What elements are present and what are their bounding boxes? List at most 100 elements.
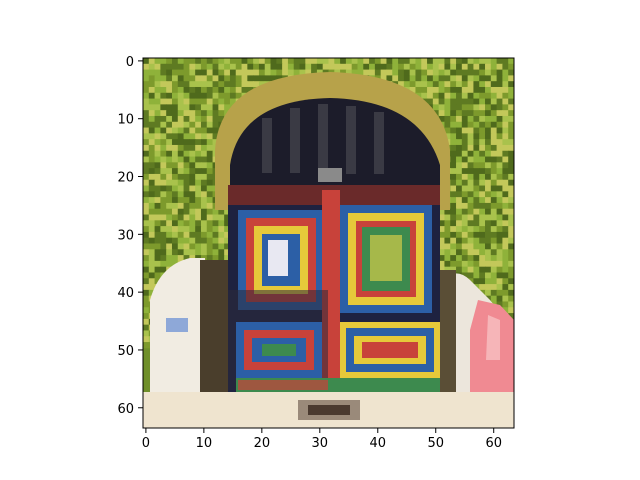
ivy-pixel (154, 98, 161, 105)
ivy-pixel (148, 243, 156, 250)
ivy-pixel (508, 81, 514, 88)
ivy-pixel (461, 197, 469, 204)
ivy-pixel (508, 173, 514, 181)
ivy-pixel (143, 255, 150, 262)
ivy-pixel (456, 266, 463, 273)
ivy-pixel (177, 249, 185, 256)
ivy-pixel (154, 127, 161, 134)
ivy-pixel (496, 191, 503, 198)
ivy-pixel (485, 75, 492, 82)
ivy-pixel (496, 301, 503, 308)
ivy-pixel (189, 202, 196, 210)
ivy-pixel (490, 260, 498, 268)
ivy-pixel (508, 226, 514, 233)
ivy-pixel (218, 208, 225, 216)
ivy-pixel (456, 249, 463, 256)
ivy-pixel (171, 208, 179, 216)
ivy-pixel (160, 63, 167, 71)
ivy-pixel (450, 243, 457, 250)
ivy-pixel (195, 75, 202, 82)
ivy-pixel (485, 266, 492, 273)
ivy-pixel (189, 162, 196, 169)
ivy-pixel (200, 208, 208, 216)
ivy-pixel (357, 69, 364, 76)
ivy-pixel (369, 69, 376, 76)
ivy-pixel (479, 150, 486, 158)
ivy-pixel (218, 237, 225, 244)
ivy-pixel (432, 98, 440, 105)
ivy-pixel (189, 144, 196, 152)
ivy-pixel (502, 115, 509, 123)
ivy-pixel (148, 289, 156, 297)
ivy-pixel (502, 202, 509, 210)
ivy-pixel (160, 173, 167, 181)
ivy-pixel (177, 127, 185, 134)
ivy-pixel (456, 133, 463, 140)
ivy-pixel (166, 255, 173, 262)
ivy-pixel (490, 243, 498, 250)
ivy-pixel (502, 92, 509, 100)
ivy-pixel (485, 231, 492, 239)
ivy-pixel (305, 69, 312, 76)
ivy-pixel (282, 69, 289, 76)
ivy-pixel (212, 110, 219, 117)
ivy-pixel (148, 86, 156, 94)
ivy-pixel (502, 301, 509, 308)
ivy-pixel (171, 58, 179, 65)
ivy-pixel (485, 115, 492, 123)
ivy-pixel (508, 144, 514, 152)
ivy-pixel (456, 168, 463, 175)
ivy-pixel (212, 249, 219, 256)
ivy-pixel (206, 249, 214, 256)
right-upper-panel (340, 205, 432, 313)
ivy-pixel (467, 86, 474, 94)
ivy-pixel (502, 63, 509, 71)
ivy-pixel (438, 98, 445, 105)
ivy-pixel (218, 226, 225, 233)
ivy-pixel (195, 162, 202, 169)
ivy-pixel (183, 98, 190, 105)
ivy-pixel (490, 284, 498, 291)
ivy-pixel (438, 220, 445, 227)
ivy-pixel (224, 69, 231, 76)
ivy-pixel (456, 75, 463, 82)
ivy-pixel (432, 92, 440, 100)
ivy-pixel (444, 63, 451, 71)
ivy-pixel (461, 115, 469, 123)
ivy-pixel (206, 139, 214, 146)
ivy-pixel (160, 58, 167, 65)
ivy-pixel (206, 173, 214, 181)
ivy-pixel (218, 115, 225, 123)
ivy-pixel (450, 162, 457, 169)
ivy-pixel (461, 173, 469, 181)
ivy-pixel (450, 173, 457, 181)
ivy-pixel (224, 226, 231, 233)
ivy-pixel (241, 81, 248, 88)
ivy-pixel (473, 197, 480, 204)
ivy-pixel (160, 202, 167, 210)
ivy-pixel (154, 58, 161, 65)
ivy-pixel (438, 214, 445, 221)
ivy-pixel (479, 144, 486, 152)
ivy-pixel (461, 179, 469, 187)
ivy-pixel (502, 249, 509, 256)
ivy-pixel (171, 231, 179, 239)
ivy-pixel (143, 86, 150, 94)
ivy-pixel (473, 144, 480, 152)
ivy-pixel (206, 237, 214, 244)
ivy-pixel (270, 63, 277, 71)
ivy-pixel (444, 249, 451, 256)
ivy-pixel (496, 75, 503, 82)
ivy-pixel (206, 110, 214, 117)
ivy-pixel (160, 69, 167, 76)
ivy-pixel (357, 63, 364, 71)
ivy-pixel (171, 168, 179, 175)
ivy-pixel (154, 173, 161, 181)
ivy-pixel (143, 104, 150, 111)
ivy-pixel (427, 58, 434, 65)
ivy-pixel (467, 133, 474, 140)
ivy-pixel (189, 75, 196, 82)
ivy-pixel (171, 185, 179, 192)
ivy-pixel (258, 75, 266, 82)
ivy-pixel (143, 179, 150, 187)
